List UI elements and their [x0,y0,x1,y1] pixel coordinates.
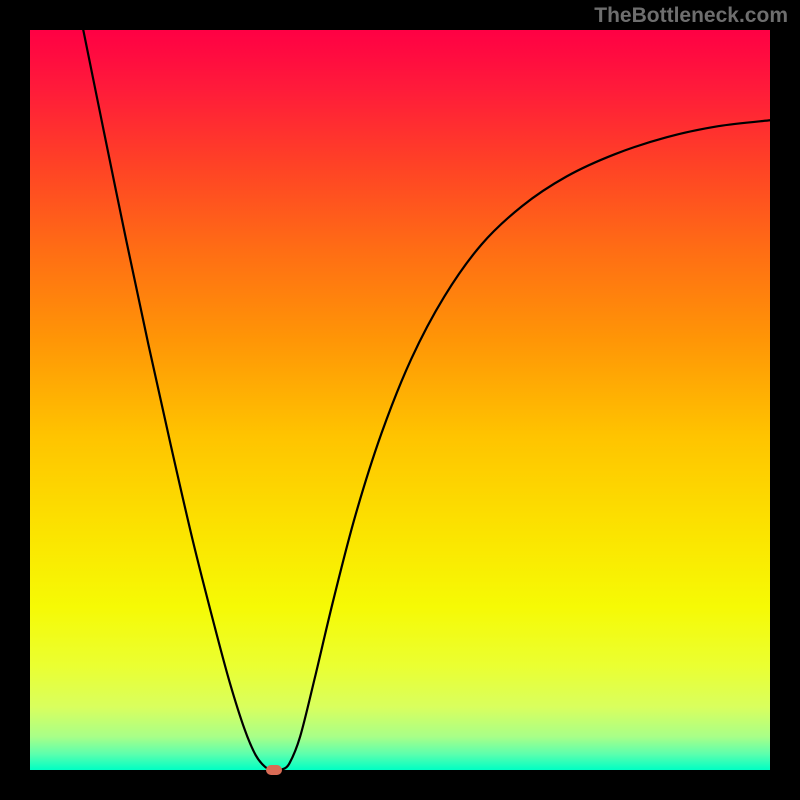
plot-area [30,30,770,770]
bottleneck-curve [30,30,770,770]
minimum-marker [266,765,282,775]
curve-left-branch [83,30,272,770]
watermark-text: TheBottleneck.com [594,4,788,28]
curve-right-branch [282,120,770,769]
